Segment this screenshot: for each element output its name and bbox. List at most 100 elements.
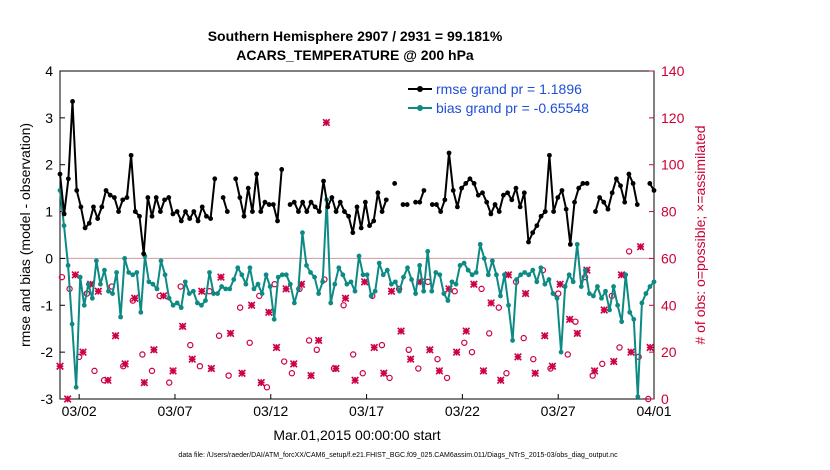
bias-marker: [271, 316, 277, 322]
rmse-marker: [149, 213, 155, 219]
obs-assimilated-marker: [514, 352, 522, 361]
x-tick-label: 03/02: [62, 403, 97, 419]
bias-marker: [457, 263, 463, 268]
rmse-marker: [593, 209, 598, 214]
obs-assimilated-marker: [332, 364, 340, 373]
rmse-marker: [480, 190, 485, 196]
rmse-marker: [316, 209, 322, 214]
obs-assimilated-marker: [470, 280, 478, 289]
rmse-marker: [191, 209, 197, 214]
right-y-tick-label: 0: [661, 391, 669, 407]
right-y-tick-label: 140: [661, 63, 685, 79]
obs-assimilated-marker: [257, 378, 266, 387]
right-axis-label: # of obs: o=possible; ×=assimilated: [692, 125, 708, 344]
rmse-marker: [450, 188, 456, 193]
rmse-marker: [367, 223, 372, 229]
legend: rmse grand pr = 1.1896 bias grand pr = -…: [408, 81, 589, 116]
rmse-marker: [308, 199, 314, 205]
rmse-marker: [551, 209, 557, 214]
rmse-marker: [241, 213, 247, 219]
obs-assimilated-marker: [238, 369, 246, 378]
rmse-marker: [580, 181, 586, 186]
rmse-marker: [254, 171, 260, 177]
bias-marker: [174, 300, 180, 306]
bias-marker: [534, 279, 540, 285]
rmse-marker: [195, 218, 201, 224]
rmse-marker: [304, 209, 310, 214]
bias-marker: [413, 291, 418, 296]
rmse-marker: [622, 199, 628, 205]
rmse-marker: [137, 213, 142, 219]
obs-assimilated-marker: [79, 348, 87, 357]
obs-assimilated-marker: [63, 395, 72, 403]
bias-marker: [360, 272, 366, 278]
obs-possible-marker: [166, 379, 173, 386]
bias-marker: [77, 274, 83, 280]
rmse-marker: [157, 209, 163, 214]
rmse-marker: [358, 225, 364, 231]
bias-marker: [352, 288, 358, 294]
bias-marker: [300, 230, 305, 236]
rmse-marker: [362, 199, 368, 205]
bias-marker: [106, 288, 111, 294]
bias-marker: [114, 270, 119, 275]
y-tick-label: 2: [45, 157, 53, 173]
obs-possible-marker: [313, 346, 320, 353]
obs-assimilated-marker: [397, 327, 405, 335]
rmse-marker: [346, 213, 352, 219]
rmse-marker: [534, 223, 540, 229]
rmse-marker: [651, 188, 657, 193]
rmse-marker: [634, 202, 640, 207]
y-axis-label: rmse and bias (model - observation): [17, 123, 33, 347]
x-tick-label: 04/01: [636, 403, 671, 419]
rmse-marker: [484, 199, 490, 205]
obs-assimilated-marker: [217, 273, 225, 282]
obs-assimilated-marker: [247, 301, 256, 310]
bias-marker: [190, 288, 196, 294]
bias-marker: [651, 279, 657, 285]
rmse-marker: [538, 213, 544, 219]
bias-marker: [93, 258, 99, 264]
obs-possible-marker: [386, 374, 393, 382]
bias-marker: [227, 286, 233, 292]
bias-marker: [611, 284, 616, 289]
bias-marker: [510, 338, 515, 343]
rmse-marker: [321, 178, 326, 184]
obs-possible-marker: [359, 370, 366, 377]
obs-assimilated-marker: [540, 331, 549, 340]
obs-assimilated-marker: [178, 322, 187, 331]
bias-marker: [344, 281, 350, 287]
bias-marker: [494, 272, 499, 278]
obs-assimilated-marker: [627, 348, 635, 357]
obs-assimilated-marker: [590, 367, 599, 375]
chart-title-line-2: ACARS_TEMPERATURE @ 200 hPa: [236, 47, 474, 63]
obs-possible-marker: [288, 370, 296, 377]
rmse-marker: [371, 218, 377, 224]
bias-marker: [546, 277, 552, 282]
obs-layer: [56, 118, 655, 403]
legend-bias-marker: [417, 105, 423, 111]
right-y-tick-label: 20: [661, 344, 677, 360]
obs-possible-marker: [305, 337, 313, 344]
bias-marker: [481, 256, 487, 261]
obs-possible-marker: [280, 358, 288, 365]
rmse-marker: [270, 202, 276, 207]
rmse-marker: [501, 192, 506, 198]
bias-marker: [489, 258, 495, 264]
bias-marker: [65, 263, 71, 268]
bias-marker: [643, 291, 649, 296]
bias-marker: [158, 258, 164, 264]
bias-marker: [275, 274, 281, 280]
obs-assimilated-marker: [573, 329, 582, 338]
y-tick-label: -3: [41, 391, 54, 407]
bias-marker: [251, 286, 257, 292]
bias-marker: [562, 284, 568, 289]
rmse-marker: [572, 199, 577, 205]
bias-marker: [219, 284, 225, 289]
bias-marker: [170, 302, 176, 308]
bias-marker: [231, 277, 237, 282]
bias-marker: [328, 300, 334, 306]
rmse-marker: [417, 199, 423, 205]
rmse-marker: [70, 99, 75, 104]
obs-assimilated-marker: [487, 299, 495, 307]
